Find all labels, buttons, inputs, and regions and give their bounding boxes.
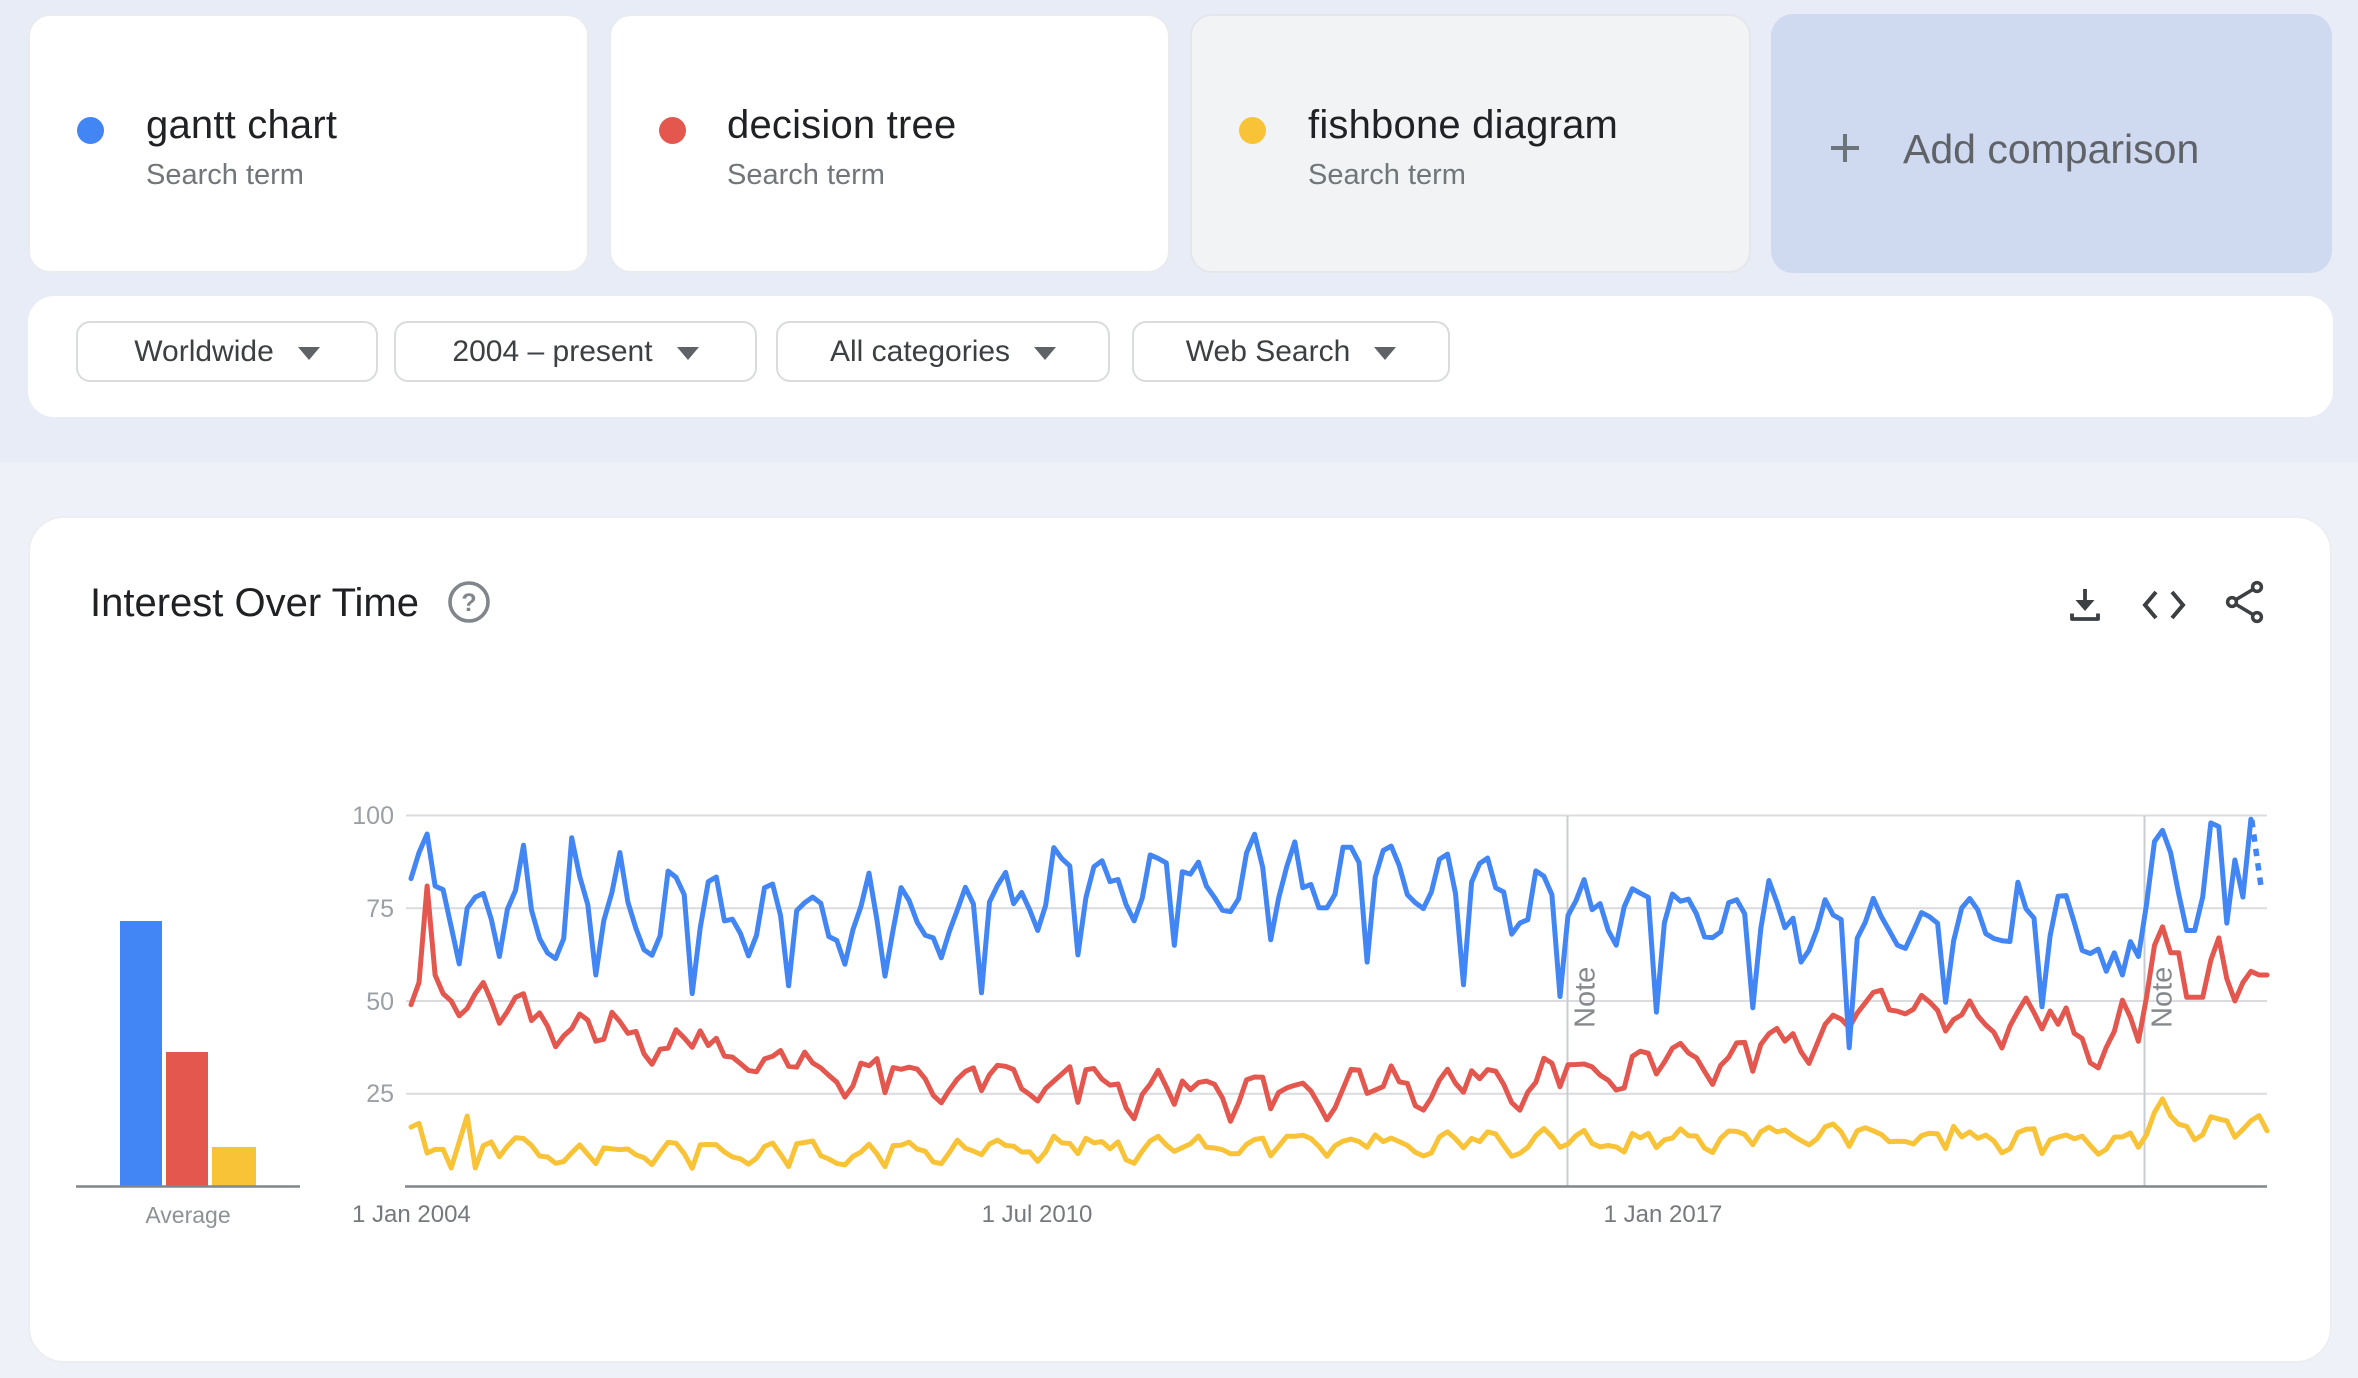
svg-text:1 Jan 2017: 1 Jan 2017: [1604, 1201, 1723, 1228]
svg-text:?: ?: [461, 589, 476, 617]
svg-text:50: 50: [366, 988, 394, 1016]
svg-text:Average: Average: [145, 1202, 230, 1228]
svg-text:1 Jan 2004: 1 Jan 2004: [352, 1201, 471, 1228]
svg-text:100: 100: [352, 802, 394, 830]
svg-text:25: 25: [366, 1080, 394, 1108]
svg-text:1 Jul 2010: 1 Jul 2010: [982, 1201, 1093, 1228]
svg-text:75: 75: [366, 895, 394, 923]
svg-text:Note: Note: [1570, 967, 1602, 1028]
